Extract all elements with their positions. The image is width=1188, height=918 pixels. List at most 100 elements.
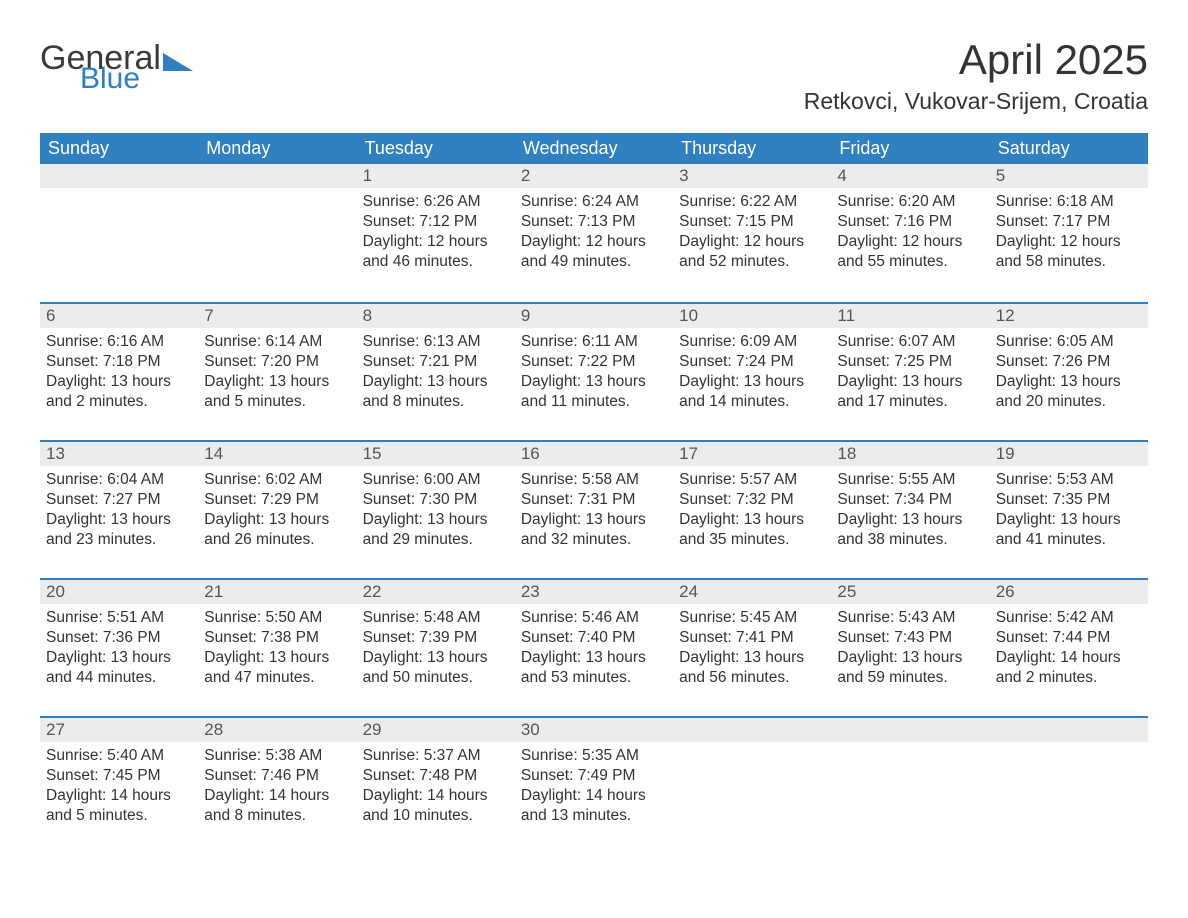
day-number: 10 [673,302,831,328]
calendar-day-cell: 12Sunrise: 6:05 AMSunset: 7:26 PMDayligh… [990,302,1148,440]
day-line: Sunrise: 6:04 AM [46,470,192,490]
day-line: Daylight: 13 hours [996,510,1142,530]
day-number: 14 [198,440,356,466]
day-number: 17 [673,440,831,466]
day-line: Daylight: 14 hours [996,648,1142,668]
day-line: and 29 minutes. [363,530,509,550]
day-number: 30 [515,716,673,742]
weekday-header: Wednesday [515,133,673,164]
location-text: Retkovci, Vukovar-Srijem, Croatia [804,88,1148,115]
day-line: and 50 minutes. [363,668,509,688]
day-number: 1 [357,164,515,188]
day-line: Sunrise: 5:48 AM [363,608,509,628]
weekday-header: Friday [831,133,989,164]
day-line: Sunset: 7:22 PM [521,352,667,372]
day-line: and 44 minutes. [46,668,192,688]
day-line: Daylight: 13 hours [204,510,350,530]
day-content: Sunrise: 6:26 AMSunset: 7:12 PMDaylight:… [357,188,515,281]
day-line: Sunrise: 6:16 AM [46,332,192,352]
day-content: Sunrise: 5:45 AMSunset: 7:41 PMDaylight:… [673,604,831,697]
day-content: Sunrise: 6:02 AMSunset: 7:29 PMDaylight:… [198,466,356,559]
day-line: Daylight: 13 hours [204,648,350,668]
day-line: Daylight: 13 hours [46,372,192,392]
day-line: Sunset: 7:24 PM [679,352,825,372]
day-line: Sunset: 7:20 PM [204,352,350,372]
day-number: 24 [673,578,831,604]
day-line: and 53 minutes. [521,668,667,688]
weekday-header: Monday [198,133,356,164]
day-content: Sunrise: 6:11 AMSunset: 7:22 PMDaylight:… [515,328,673,421]
day-line: Sunrise: 6:20 AM [837,192,983,212]
day-line: and 38 minutes. [837,530,983,550]
day-content: Sunrise: 5:43 AMSunset: 7:43 PMDaylight:… [831,604,989,697]
calendar-day-cell [198,164,356,302]
day-line: Sunset: 7:29 PM [204,490,350,510]
day-line: Sunset: 7:18 PM [46,352,192,372]
day-line: Daylight: 13 hours [837,648,983,668]
day-line: Sunrise: 5:46 AM [521,608,667,628]
day-line: and 41 minutes. [996,530,1142,550]
day-line: and 10 minutes. [363,806,509,826]
day-number: 11 [831,302,989,328]
day-line: and 55 minutes. [837,252,983,272]
calendar-day-cell: 20Sunrise: 5:51 AMSunset: 7:36 PMDayligh… [40,578,198,716]
day-number: 2 [515,164,673,188]
day-number: 19 [990,440,1148,466]
day-line: Daylight: 14 hours [46,786,192,806]
day-line: Sunset: 7:34 PM [837,490,983,510]
day-line: Daylight: 13 hours [521,510,667,530]
day-line: and 56 minutes. [679,668,825,688]
day-line: Daylight: 13 hours [679,372,825,392]
page-title: April 2025 [804,36,1148,84]
day-content: Sunrise: 6:22 AMSunset: 7:15 PMDaylight:… [673,188,831,281]
day-line: Daylight: 12 hours [521,232,667,252]
day-content [990,742,1148,754]
day-number: 21 [198,578,356,604]
day-line: and 23 minutes. [46,530,192,550]
day-line: Sunrise: 5:45 AM [679,608,825,628]
day-number [198,164,356,188]
calendar-day-cell [990,716,1148,854]
day-line: Sunset: 7:45 PM [46,766,192,786]
day-line: Sunrise: 6:26 AM [363,192,509,212]
day-line: and 11 minutes. [521,392,667,412]
calendar-day-cell [673,716,831,854]
weekday-header: Tuesday [357,133,515,164]
day-line: Sunrise: 6:24 AM [521,192,667,212]
day-line: Sunset: 7:43 PM [837,628,983,648]
day-line: and 26 minutes. [204,530,350,550]
day-line: Sunrise: 5:43 AM [837,608,983,628]
weekday-header-row: SundayMondayTuesdayWednesdayThursdayFrid… [40,133,1148,164]
day-line: and 2 minutes. [46,392,192,412]
day-number: 29 [357,716,515,742]
day-line: Sunrise: 5:38 AM [204,746,350,766]
day-number: 4 [831,164,989,188]
weekday-header: Sunday [40,133,198,164]
header: General Blue April 2025 Retkovci, Vukova… [40,20,1148,125]
day-line: Sunrise: 6:13 AM [363,332,509,352]
calendar-day-cell: 29Sunrise: 5:37 AMSunset: 7:48 PMDayligh… [357,716,515,854]
day-content: Sunrise: 5:38 AMSunset: 7:46 PMDaylight:… [198,742,356,835]
calendar-day-cell: 17Sunrise: 5:57 AMSunset: 7:32 PMDayligh… [673,440,831,578]
day-line: Sunrise: 6:18 AM [996,192,1142,212]
day-content: Sunrise: 5:53 AMSunset: 7:35 PMDaylight:… [990,466,1148,559]
calendar-day-cell: 3Sunrise: 6:22 AMSunset: 7:15 PMDaylight… [673,164,831,302]
day-number: 20 [40,578,198,604]
day-number: 26 [990,578,1148,604]
day-line: Sunset: 7:39 PM [363,628,509,648]
day-line: Sunset: 7:16 PM [837,212,983,232]
day-line: Daylight: 13 hours [837,372,983,392]
day-line: and 59 minutes. [837,668,983,688]
day-content [831,742,989,754]
day-line: and 14 minutes. [679,392,825,412]
day-number: 25 [831,578,989,604]
day-line: Sunrise: 6:00 AM [363,470,509,490]
day-line: Daylight: 13 hours [837,510,983,530]
day-line: Sunset: 7:31 PM [521,490,667,510]
day-line: Daylight: 14 hours [521,786,667,806]
day-line: Daylight: 13 hours [363,372,509,392]
day-number: 13 [40,440,198,466]
day-line: Daylight: 12 hours [996,232,1142,252]
day-content: Sunrise: 5:37 AMSunset: 7:48 PMDaylight:… [357,742,515,835]
day-content: Sunrise: 5:35 AMSunset: 7:49 PMDaylight:… [515,742,673,835]
